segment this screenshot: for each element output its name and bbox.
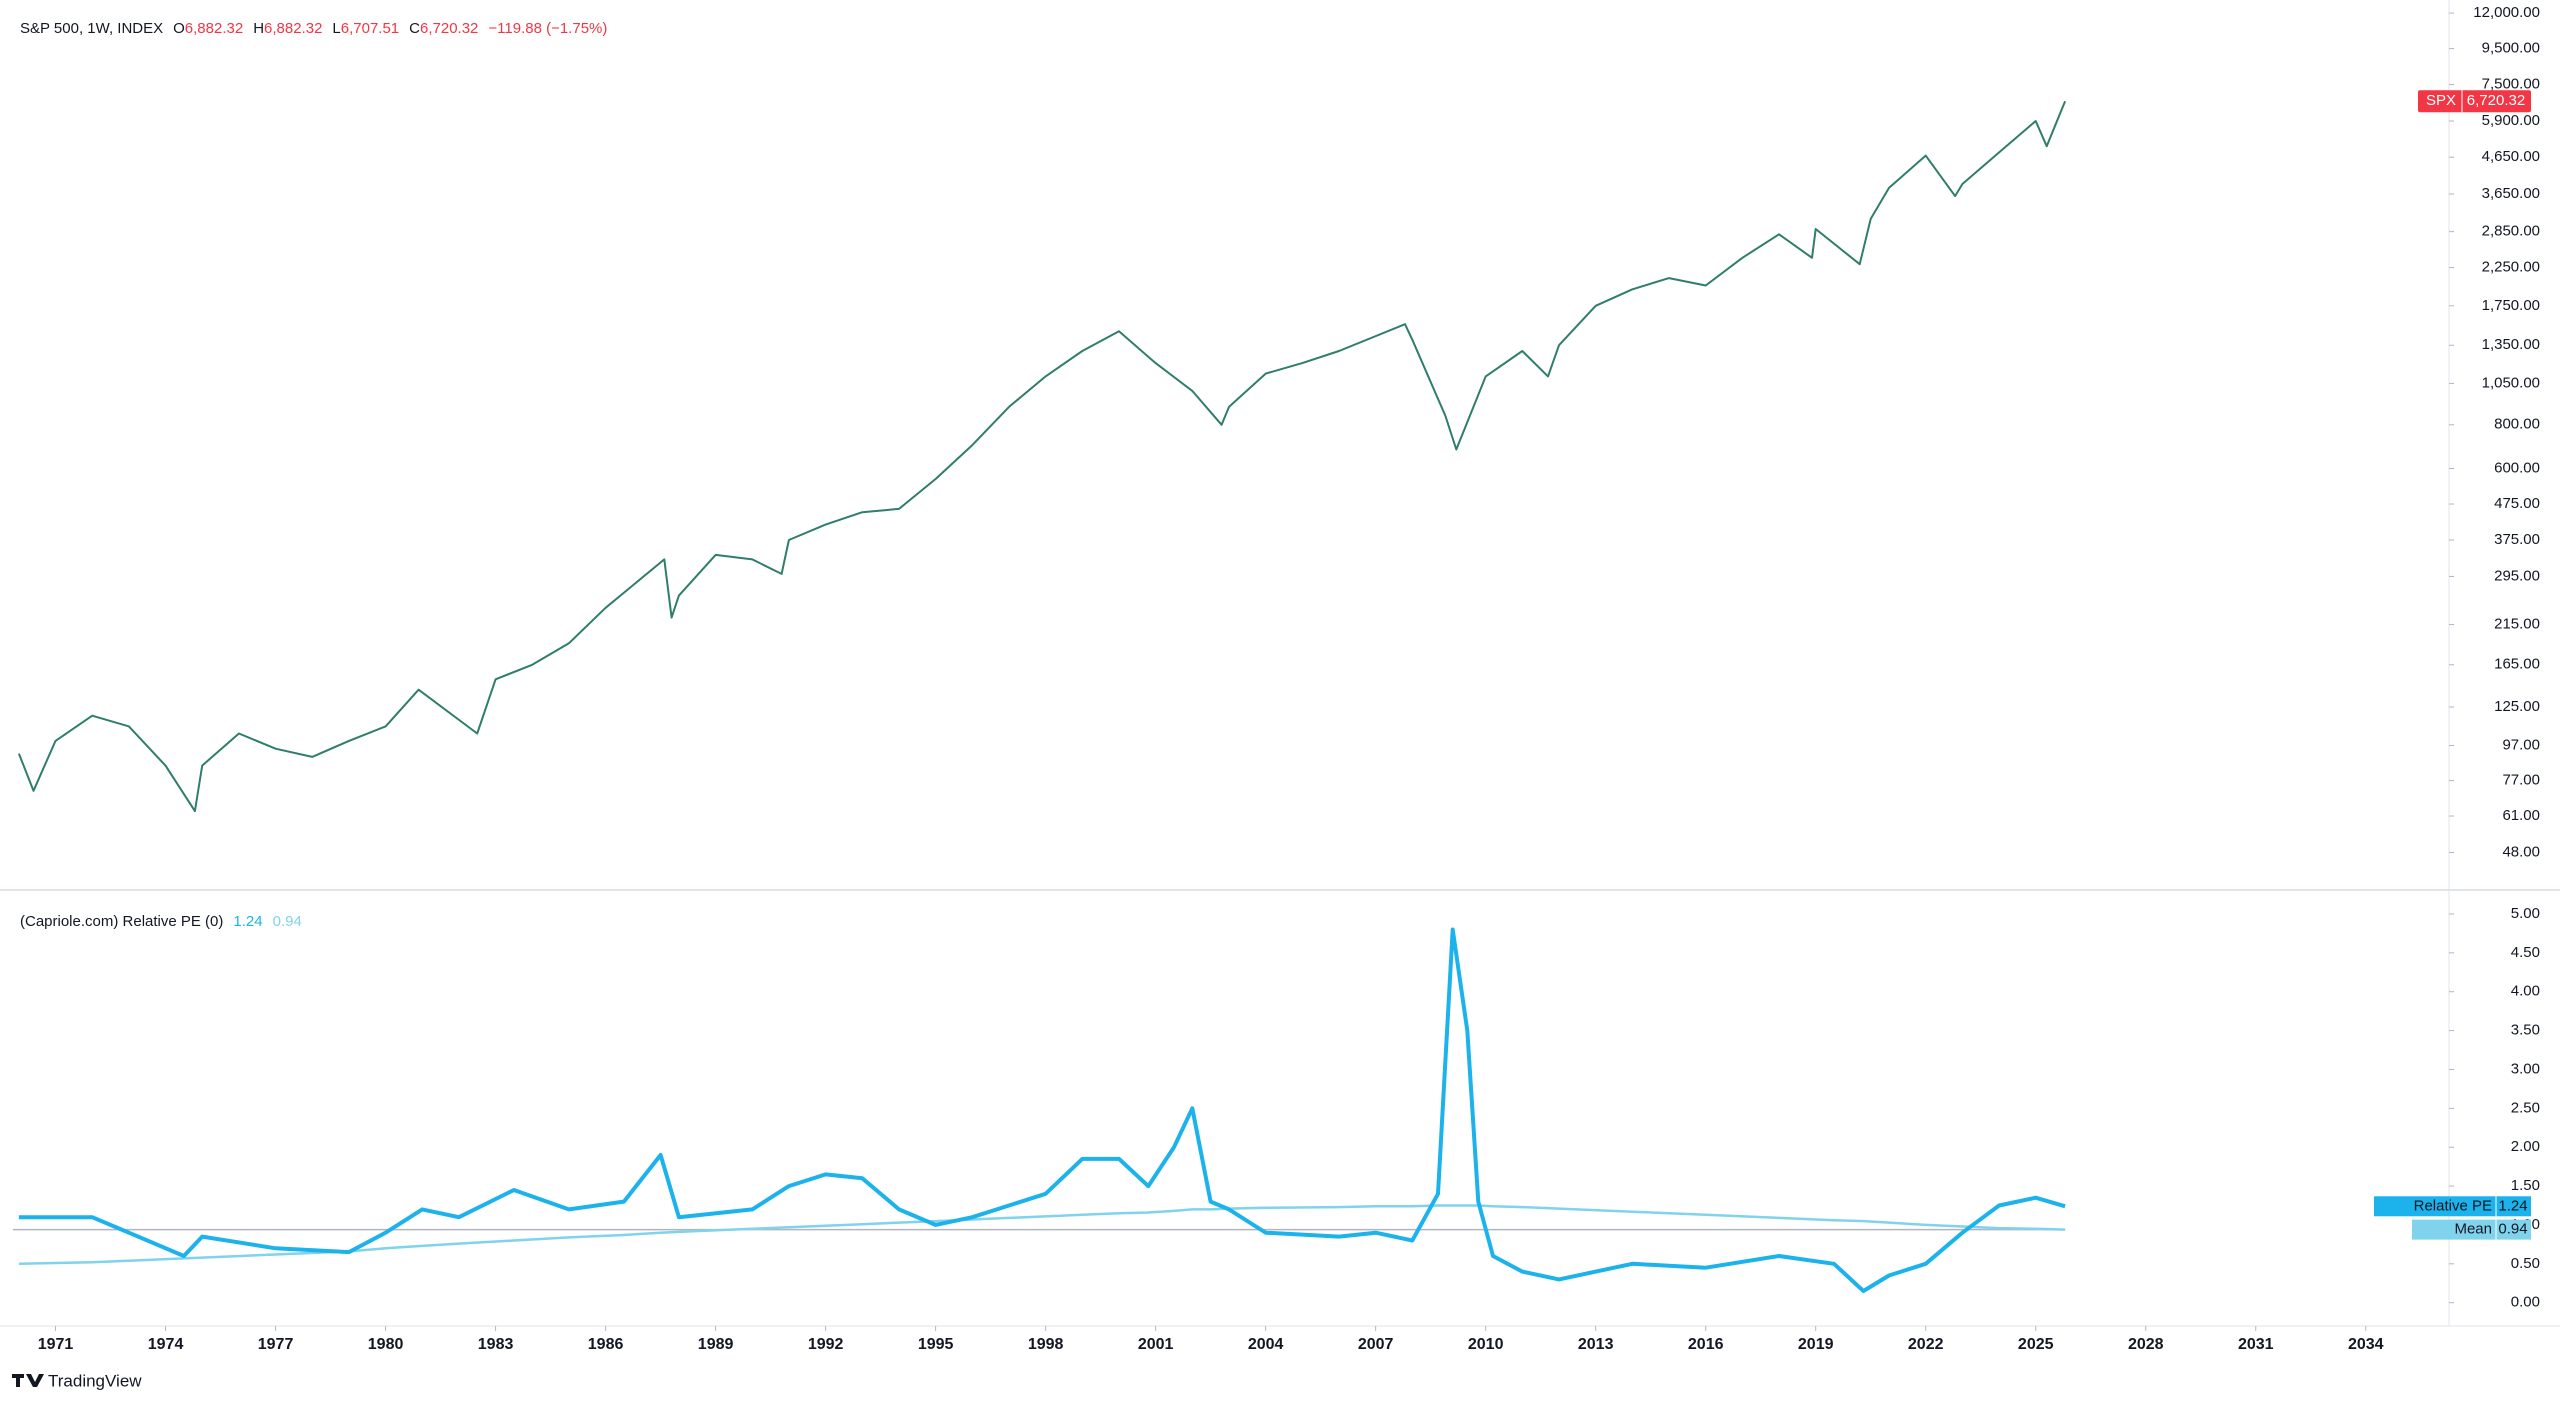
ohlc-value: 6,882.32 — [264, 20, 322, 37]
y-tick-label: 3,650.00 — [2482, 185, 2540, 202]
pane-title: S&P 500, 1W, INDEX O6,882.32 H6,882.32 L6,7… — [20, 20, 607, 37]
y-tick-label: 0.00 — [2511, 1294, 2540, 1311]
price-tag-bg — [2418, 90, 2531, 113]
price-tag-name: SPX — [2426, 92, 2456, 109]
price-tag-value: 6,720.32 — [2467, 92, 2525, 109]
legend-tag-value: 1.24 — [2498, 1197, 2527, 1214]
y-tick-label: 2,850.00 — [2482, 223, 2540, 240]
x-tick-label: 1995 — [918, 1336, 954, 1353]
brand-name: TradingView — [48, 1371, 142, 1390]
y-tick-label: 2,250.00 — [2482, 259, 2540, 276]
ohlc-value: 6,707.51 — [341, 20, 399, 37]
legend-tag-bg — [2374, 1196, 2531, 1217]
y-tick-label: 125.00 — [2494, 698, 2540, 715]
x-tick-label: 2025 — [2018, 1336, 2054, 1353]
y-tick-label: 4.50 — [2511, 944, 2540, 961]
x-tick-label: 1989 — [698, 1336, 734, 1353]
ohlc-key: C — [409, 20, 420, 37]
x-tick-label: 2016 — [1688, 1336, 1724, 1353]
x-tick-label: 2028 — [2128, 1336, 2164, 1353]
x-tick-label: 1980 — [368, 1336, 404, 1353]
x-tick-label: 1983 — [478, 1336, 514, 1353]
x-tick-label: 1992 — [808, 1336, 844, 1353]
y-tick-label: 375.00 — [2494, 531, 2540, 548]
x-tick-label: 2022 — [1908, 1336, 1944, 1353]
y-tick-label: 475.00 — [2494, 495, 2540, 512]
y-tick-label: 97.00 — [2502, 736, 2540, 753]
x-tick-label: 2010 — [1468, 1336, 1504, 1353]
x-tick-label: 2007 — [1358, 1336, 1394, 1353]
x-tick-label: 2004 — [1248, 1336, 1284, 1353]
y-tick-label: 3.50 — [2511, 1022, 2540, 1039]
legend-tag-name: Relative PE — [2414, 1197, 2492, 1214]
ohlc-key: L — [332, 20, 340, 37]
y-tick-label: 1,750.00 — [2482, 297, 2540, 314]
y-tick-label: 7,500.00 — [2482, 76, 2540, 93]
ohlc-value: 6,882.32 — [185, 20, 243, 37]
indicator-value: 0.94 — [273, 913, 302, 930]
x-tick-label: 2034 — [2348, 1336, 2384, 1353]
series-line — [18, 927, 2066, 1293]
y-tick-label: 4,650.00 — [2482, 148, 2540, 165]
legend-tag-bg — [2412, 1219, 2531, 1240]
y-tick-label: 3.00 — [2511, 1060, 2540, 1077]
x-tick-label: 1974 — [148, 1336, 184, 1353]
legend-tag-name: Mean — [2454, 1221, 2492, 1238]
pane-title-text: S&P 500, 1W, INDEX — [20, 20, 163, 37]
x-tick-label: 2001 — [1138, 1336, 1174, 1353]
y-tick-label: 61.00 — [2502, 807, 2540, 824]
y-tick-label: 9,500.00 — [2482, 40, 2540, 57]
y-tick-label: 215.00 — [2494, 615, 2540, 632]
y-tick-label: 5.00 — [2511, 905, 2540, 922]
ohlc-key: H — [253, 20, 264, 37]
y-tick-label: 5,900.00 — [2482, 112, 2540, 129]
change: −119.88 (−1.75%) — [488, 20, 607, 37]
y-tick-label: 0.50 — [2511, 1255, 2540, 1272]
ohlc-key: O — [173, 20, 185, 37]
series-line — [18, 1204, 2066, 1266]
series-line — [17, 100, 2067, 813]
x-tick-label: 2013 — [1578, 1336, 1614, 1353]
ohlc-value: 6,720.32 — [420, 20, 478, 37]
y-tick-label: 1,350.00 — [2482, 336, 2540, 353]
pane-title: (Capriole.com) Relative PE (0) 1.24 0.94 — [20, 913, 302, 930]
x-tick-label: 1998 — [1028, 1336, 1064, 1353]
x-tick-label: 2019 — [1798, 1336, 1834, 1353]
pane-title-text: (Capriole.com) Relative PE (0) — [20, 913, 223, 930]
x-tick-label: 1977 — [258, 1336, 294, 1353]
y-tick-label: 1,050.00 — [2482, 374, 2540, 391]
x-tick-label: 1986 — [588, 1336, 624, 1353]
x-tick-label: 2031 — [2238, 1336, 2274, 1353]
x-tick-label: 1971 — [38, 1336, 74, 1353]
y-tick-label: 2.50 — [2511, 1099, 2540, 1116]
y-tick-label: 12,000.00 — [2473, 4, 2540, 21]
y-tick-label: 2.00 — [2511, 1138, 2540, 1155]
y-tick-label: 48.00 — [2502, 843, 2540, 860]
y-tick-label: 295.00 — [2494, 567, 2540, 584]
y-tick-label: 600.00 — [2494, 459, 2540, 476]
y-tick-label: 4.00 — [2511, 983, 2540, 1000]
legend-tag-value: 0.94 — [2498, 1221, 2527, 1238]
y-tick-label: 165.00 — [2494, 656, 2540, 673]
indicator-value: 1.24 — [233, 913, 262, 930]
y-tick-label: 800.00 — [2494, 416, 2540, 433]
brand-logo — [12, 1374, 44, 1387]
y-tick-label: 1.50 — [2511, 1177, 2540, 1194]
y-tick-label: 77.00 — [2502, 772, 2540, 789]
